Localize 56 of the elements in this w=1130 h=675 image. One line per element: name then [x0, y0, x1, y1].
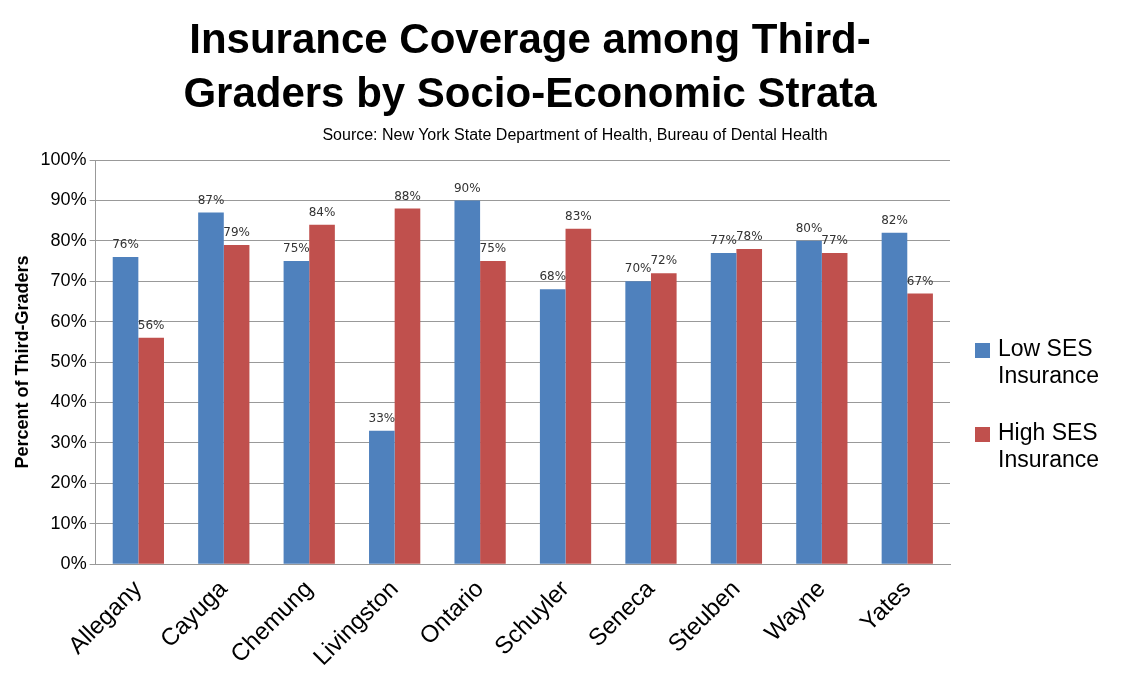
data-label: 90%	[453, 180, 481, 195]
y-tick-label: 90%	[50, 189, 87, 210]
bar	[565, 228, 592, 564]
y-tick-label: 20%	[50, 472, 87, 493]
y-tick-label: 50%	[50, 351, 87, 372]
data-label: 77%	[710, 233, 737, 248]
bar	[710, 252, 737, 564]
y-tick-label: 70%	[50, 270, 87, 291]
y-tick-label: 100%	[40, 148, 87, 169]
data-label: 67%	[906, 273, 934, 288]
y-tick-label: 60%	[50, 310, 87, 331]
y-tick-label: 0%	[60, 553, 87, 574]
bar	[821, 252, 848, 564]
bar	[309, 224, 335, 564]
bar	[625, 281, 651, 564]
chart-subtitle: Source: New York State Department of Health, Bureau of Dental Health	[321, 126, 829, 144]
bar	[112, 257, 139, 564]
bar	[736, 248, 763, 564]
y-tick-label: 40%	[50, 391, 87, 412]
bar	[907, 293, 933, 564]
data-label: 75%	[283, 241, 310, 256]
data-label: 76%	[112, 237, 139, 252]
bar	[138, 337, 164, 564]
bar	[283, 261, 310, 564]
data-label: 70%	[624, 261, 652, 276]
bar	[539, 289, 566, 564]
bar	[223, 244, 250, 564]
data-label: 87%	[197, 192, 225, 207]
bar	[796, 240, 822, 564]
y-tick-label: 10%	[50, 512, 87, 533]
y-axis-title: Percent of Third-Graders	[11, 255, 32, 469]
data-label: 75%	[479, 241, 507, 256]
bar	[454, 200, 481, 564]
bar	[369, 430, 395, 564]
bar	[480, 261, 506, 564]
legend-label: Low SES Insurance	[998, 335, 1100, 389]
data-label: 83%	[565, 208, 592, 223]
bar	[198, 212, 224, 564]
data-label: 78%	[735, 229, 763, 244]
y-tick-label: 30%	[50, 431, 87, 452]
data-label: 56%	[137, 317, 165, 332]
data-label: 88%	[394, 188, 421, 203]
data-label: 68%	[539, 269, 567, 284]
data-label: 33%	[368, 410, 396, 425]
data-label: 82%	[881, 212, 908, 227]
data-label: 77%	[821, 233, 848, 248]
legend-label: High SES Insurance	[998, 419, 1100, 473]
bar	[650, 273, 677, 564]
data-label: 79%	[223, 225, 250, 240]
bar	[881, 232, 908, 564]
bar	[394, 208, 421, 564]
chart-title: Insurance Coverage among Third-Graders by Socio-Economic Strata	[182, 14, 878, 118]
data-label: 80%	[795, 220, 823, 235]
y-tick-label: 80%	[50, 229, 87, 250]
data-label: 84%	[308, 204, 336, 219]
data-label: 72%	[650, 253, 678, 268]
